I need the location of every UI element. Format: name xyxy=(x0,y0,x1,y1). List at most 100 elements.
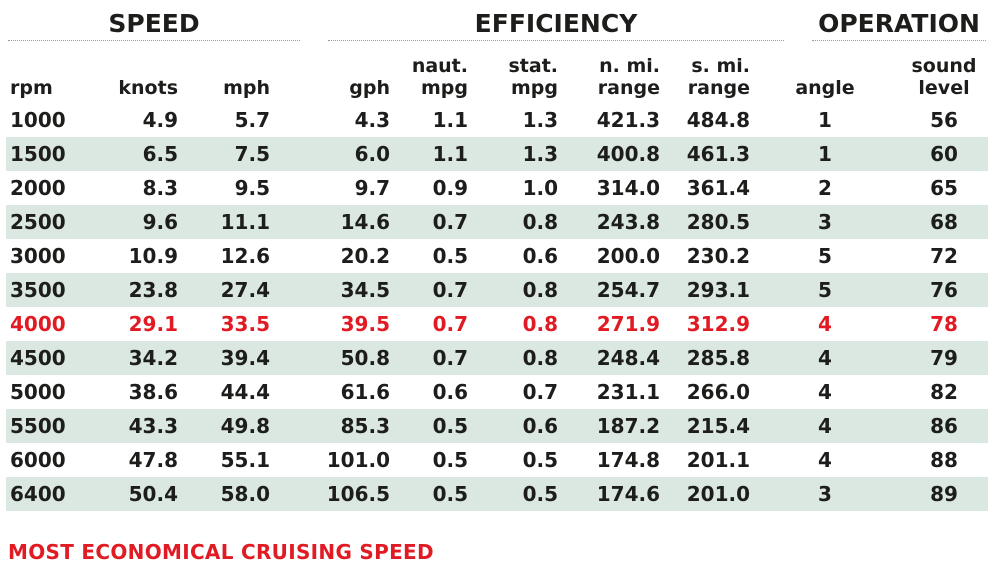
cell-s-mi-range: 230.2 xyxy=(686,244,750,268)
cell-stat-mpg: 1.3 xyxy=(468,137,558,171)
cell-sound-level: 65 xyxy=(930,176,958,200)
cell-knots: 8.3 xyxy=(142,176,178,200)
table-row: 3500 23.8 27.4 34.5 0.7 0.8 254.7 293.1 … xyxy=(6,273,988,307)
speed-group-heading: SPEED xyxy=(8,8,300,41)
cell-s-mi-range: 201.1 xyxy=(686,448,750,472)
cell-stat-mpg: 1.3 xyxy=(522,108,558,132)
cell-angle: 4 xyxy=(818,312,832,336)
cell-knots: 9.6 xyxy=(86,205,178,239)
cell-s-mi-range: 215.4 xyxy=(660,409,750,443)
table-row: 3000 10.9 12.6 20.2 0.5 0.6 200.0 230.2 … xyxy=(6,239,988,273)
cell-mph: 39.4 xyxy=(178,341,270,375)
cell-angle: 1 xyxy=(750,137,900,171)
column-header-mph: mph xyxy=(223,77,270,99)
cell-gph: 39.5 xyxy=(340,312,390,336)
cell-sound-level: 79 xyxy=(900,341,988,375)
cell-stat-mpg: 0.5 xyxy=(522,448,558,472)
cell-angle: 5 xyxy=(750,273,900,307)
column-header-knots: knots xyxy=(118,77,178,99)
cell-n-mi-range: 200.0 xyxy=(596,244,660,268)
cell-knots: 10.9 xyxy=(128,244,178,268)
cell-s-mi-range: 312.9 xyxy=(686,312,750,336)
cell-naut-mpg: 0.6 xyxy=(432,380,468,404)
cell-s-mi-range: 280.5 xyxy=(660,205,750,239)
cell-gph: 6.0 xyxy=(270,137,390,171)
cell-sound-level: 89 xyxy=(900,477,988,511)
cell-stat-mpg: 0.7 xyxy=(522,380,558,404)
cell-rpm: 3500 xyxy=(6,273,86,307)
cell-n-mi-range: 231.1 xyxy=(596,380,660,404)
cell-stat-mpg: 0.8 xyxy=(468,273,558,307)
cell-mph: 27.4 xyxy=(178,273,270,307)
cell-sound-level: 68 xyxy=(900,205,988,239)
cell-naut-mpg: 1.1 xyxy=(432,108,468,132)
cell-stat-mpg: 0.6 xyxy=(522,244,558,268)
cell-rpm: 1000 xyxy=(10,108,66,132)
cell-knots: 47.8 xyxy=(128,448,178,472)
table-row: 2500 9.6 11.1 14.6 0.7 0.8 243.8 280.5 3… xyxy=(6,205,988,239)
column-header-rpm: rpm xyxy=(10,77,53,99)
table-row: 5000 38.6 44.4 61.6 0.6 0.7 231.1 266.0 … xyxy=(6,375,988,409)
cell-rpm: 4500 xyxy=(6,341,86,375)
cell-stat-mpg: 0.6 xyxy=(468,409,558,443)
cell-s-mi-range: 361.4 xyxy=(686,176,750,200)
cell-naut-mpg: 0.5 xyxy=(390,477,468,511)
cell-sound-level: 72 xyxy=(930,244,958,268)
cell-gph: 20.2 xyxy=(340,244,390,268)
cell-angle: 1 xyxy=(818,108,832,132)
cell-gph: 61.6 xyxy=(340,380,390,404)
performance-table: rpm knots mph gph naut. mpg stat. mpg n.… xyxy=(6,45,988,511)
cell-stat-mpg: 0.8 xyxy=(522,312,558,336)
cell-n-mi-range: 400.8 xyxy=(558,137,660,171)
cell-angle: 2 xyxy=(818,176,832,200)
cell-s-mi-range: 293.1 xyxy=(660,273,750,307)
column-header-row: rpm knots mph gph naut. mpg stat. mpg n.… xyxy=(6,45,988,103)
table-row: 2000 8.3 9.5 9.7 0.9 1.0 314.0 361.4 2 6… xyxy=(6,171,988,205)
cell-angle: 5 xyxy=(818,244,832,268)
cell-mph: 44.4 xyxy=(220,380,270,404)
operation-group-heading: OPERATION xyxy=(812,8,986,41)
cell-stat-mpg: 1.0 xyxy=(522,176,558,200)
cell-rpm: 4000 xyxy=(10,312,66,336)
table-row: 6000 47.8 55.1 101.0 0.5 0.5 174.8 201.1… xyxy=(6,443,988,477)
cell-sound-level: 86 xyxy=(900,409,988,443)
column-header-naut-mpg: naut. mpg xyxy=(411,55,468,99)
column-header-sound-level: sound level xyxy=(911,55,977,99)
cell-s-mi-range: 484.8 xyxy=(686,108,750,132)
table-row: 1500 6.5 7.5 6.0 1.1 1.3 400.8 461.3 1 6… xyxy=(6,137,988,171)
most-economical-legend: MOST ECONOMICAL CRUISING SPEED xyxy=(8,540,434,564)
cell-mph: 5.7 xyxy=(234,108,270,132)
cell-angle: 3 xyxy=(750,477,900,511)
cell-mph: 7.5 xyxy=(178,137,270,171)
cell-gph: 34.5 xyxy=(270,273,390,307)
cell-gph: 106.5 xyxy=(270,477,390,511)
cell-rpm: 6400 xyxy=(6,477,86,511)
cell-naut-mpg: 0.7 xyxy=(432,312,468,336)
cell-mph: 58.0 xyxy=(178,477,270,511)
cell-naut-mpg: 0.5 xyxy=(432,448,468,472)
cell-n-mi-range: 421.3 xyxy=(596,108,660,132)
cell-angle: 3 xyxy=(750,205,900,239)
cell-stat-mpg: 0.8 xyxy=(468,205,558,239)
cell-angle: 4 xyxy=(750,409,900,443)
cell-naut-mpg: 0.9 xyxy=(432,176,468,200)
table-row: 4500 34.2 39.4 50.8 0.7 0.8 248.4 285.8 … xyxy=(6,341,988,375)
table-row: 6400 50.4 58.0 106.5 0.5 0.5 174.6 201.0… xyxy=(6,477,988,511)
cell-gph: 50.8 xyxy=(270,341,390,375)
cell-s-mi-range: 285.8 xyxy=(660,341,750,375)
cell-n-mi-range: 314.0 xyxy=(596,176,660,200)
cell-knots: 38.6 xyxy=(128,380,178,404)
cell-n-mi-range: 248.4 xyxy=(558,341,660,375)
cell-stat-mpg: 0.5 xyxy=(468,477,558,511)
cell-naut-mpg: 0.7 xyxy=(390,341,468,375)
cell-rpm: 5000 xyxy=(10,380,66,404)
cell-n-mi-range: 174.8 xyxy=(596,448,660,472)
cell-n-mi-range: 271.9 xyxy=(596,312,660,336)
column-header-n-mi-range: n. mi. range xyxy=(597,55,660,99)
efficiency-group-heading: EFFICIENCY xyxy=(328,8,784,41)
cell-mph: 11.1 xyxy=(178,205,270,239)
cell-rpm: 6000 xyxy=(10,448,66,472)
cell-rpm: 2000 xyxy=(10,176,66,200)
cell-mph: 55.1 xyxy=(220,448,270,472)
table-row-most-economical: 4000 29.1 33.5 39.5 0.7 0.8 271.9 312.9 … xyxy=(6,307,988,341)
